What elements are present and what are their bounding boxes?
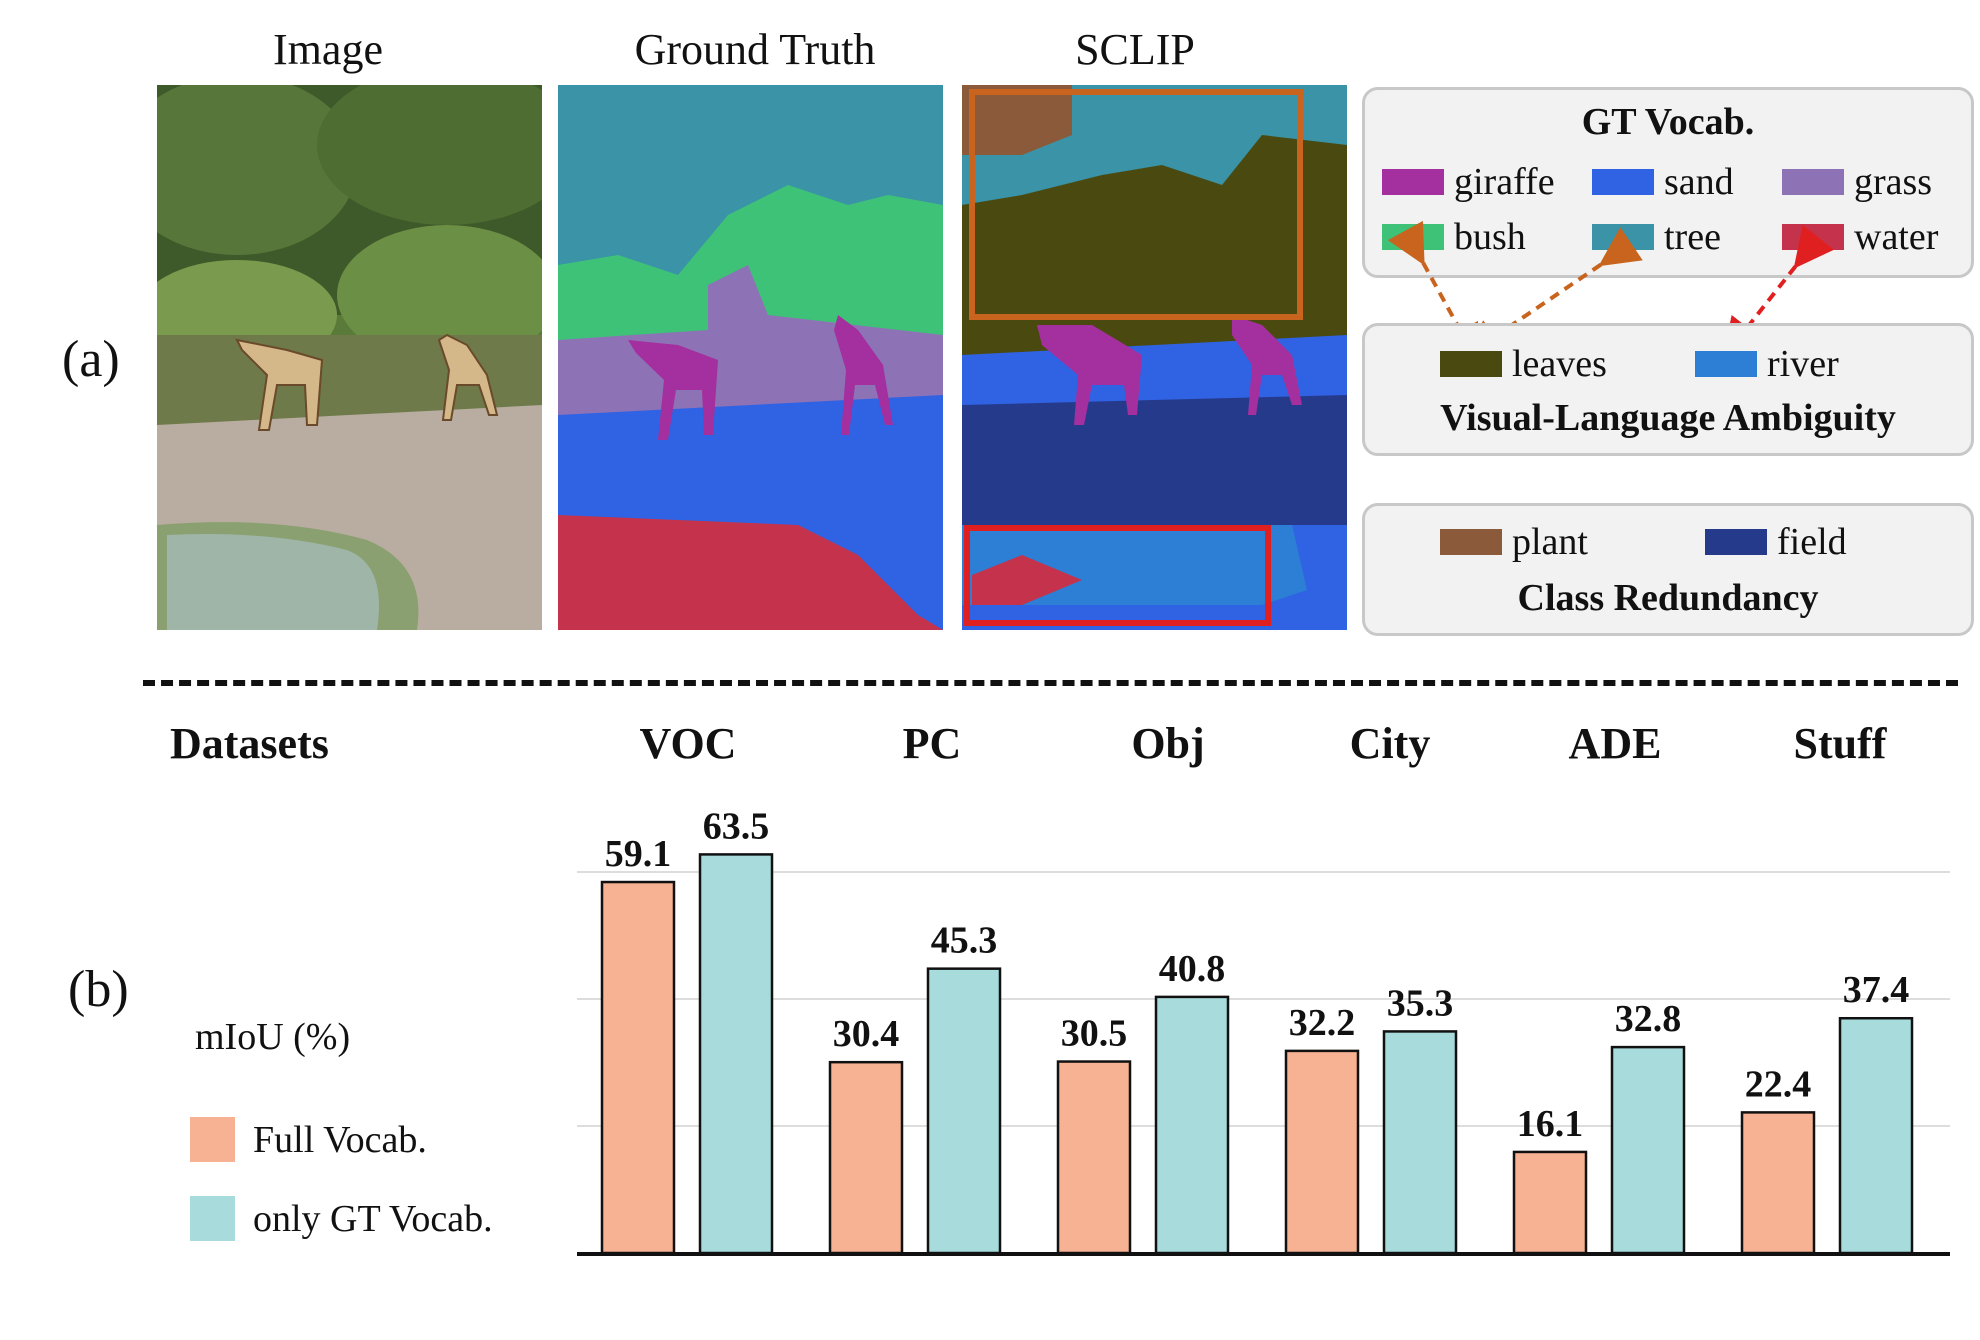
dataset-header-city: City [1349, 719, 1431, 768]
bar-city-full-vocab [1284, 1049, 1360, 1255]
legend-gt-vocab: only GT Vocab. [190, 1196, 493, 1241]
bar-value-label: 16.1 [1517, 1103, 1584, 1145]
sclip-segmentation [962, 85, 1347, 630]
gt-vocab-label: only GT Vocab. [253, 1197, 493, 1240]
giraffe-swatch [1382, 169, 1444, 195]
leaves-swatch [1440, 351, 1502, 377]
full-vocab-swatch [190, 1117, 235, 1162]
section-divider [143, 680, 1958, 686]
part-b-label: (b) [68, 961, 129, 1018]
image-panel-title: Image [273, 25, 383, 74]
plant-swatch [1440, 529, 1502, 555]
dataset-header-stuff: Stuff [1793, 719, 1887, 768]
bar-obj-full-vocab [1056, 1060, 1132, 1255]
bar-value-label: 45.3 [931, 920, 998, 962]
bar-value-label: 40.8 [1159, 948, 1226, 990]
bar-value-label: 59.1 [605, 833, 672, 875]
bar-ade-full-vocab [1512, 1150, 1588, 1255]
bar-value-label: 30.4 [833, 1013, 900, 1055]
gt-vocab-title: GT Vocab. [1581, 101, 1755, 143]
water-label: water [1854, 216, 1939, 258]
ground-truth-panel-title: Ground Truth [634, 25, 876, 74]
part-a-label: (a) [62, 331, 120, 388]
ambiguity-highlight-box [969, 89, 1303, 320]
bar-voc-full-vocab [600, 880, 676, 1255]
dataset-header-pc: PC [902, 719, 962, 768]
tree-label: tree [1664, 216, 1721, 258]
bar-value-label: 30.5 [1061, 1013, 1128, 1055]
bar-value-label: 63.5 [703, 805, 770, 847]
arrow-bush-leaves [1387, 220, 1480, 366]
bar-value-label: 22.4 [1745, 1063, 1812, 1105]
sclip-panel [962, 85, 1347, 630]
redundancy-highlight-box [964, 525, 1271, 626]
ground-truth-panel [558, 85, 943, 630]
giraffe-photo [157, 85, 542, 630]
bar-stuff-gt-vocab [1838, 1016, 1914, 1255]
legend-full-vocab: Full Vocab. [190, 1117, 427, 1162]
bar-pc-gt-vocab [926, 967, 1002, 1255]
dataset-header-obj: Obj [1131, 719, 1205, 768]
bar-obj-gt-vocab [1154, 995, 1230, 1255]
image-panel [157, 85, 542, 630]
datasets-header: Datasets [170, 719, 329, 768]
river-swatch [1695, 351, 1757, 377]
sand-label: sand [1664, 161, 1734, 203]
bar-value-label: 32.2 [1289, 1002, 1356, 1044]
arrow-water-river [1722, 224, 1835, 359]
bar-value-label: 37.4 [1843, 969, 1910, 1011]
legend-item-grass: grass [1782, 160, 1932, 204]
sand-swatch [1592, 169, 1654, 195]
field-label: field [1777, 521, 1847, 563]
dataset-header-voc: VOC [639, 719, 737, 768]
ambiguity-title: Visual-Language Ambiguity [1440, 397, 1896, 439]
plant-label: plant [1512, 521, 1588, 563]
legend-item-giraffe: giraffe [1382, 160, 1555, 204]
y-axis-label: mIoU (%) [195, 1016, 351, 1058]
ambiguity-box: leaves river Visual-Language Ambiguity [1362, 323, 1974, 456]
grass-swatch [1782, 169, 1844, 195]
grass-label: grass [1854, 161, 1933, 203]
legend-item-leaves: leaves [1440, 342, 1607, 386]
river-label: river [1767, 343, 1839, 385]
bar-value-label: 32.8 [1615, 998, 1682, 1040]
bar-ade-gt-vocab [1610, 1045, 1686, 1255]
field-swatch [1705, 529, 1767, 555]
leaves-label: leaves [1512, 343, 1607, 385]
bar-pc-full-vocab [828, 1060, 904, 1255]
bar-voc-gt-vocab [698, 853, 774, 1255]
full-vocab-label: Full Vocab. [253, 1118, 427, 1161]
redundancy-box: plant field Class Redundancy [1362, 503, 1974, 636]
legend-item-plant: plant [1440, 520, 1588, 564]
legend-item-field: field [1705, 520, 1847, 564]
bar-value-label: 35.3 [1387, 982, 1454, 1024]
gt-vocab-swatch [190, 1196, 235, 1241]
dataset-header-ade: ADE [1568, 719, 1662, 768]
bar-city-gt-vocab [1382, 1030, 1458, 1255]
bar-stuff-full-vocab [1740, 1111, 1816, 1255]
giraffe-label: giraffe [1454, 161, 1555, 203]
legend-item-river: river [1695, 342, 1839, 386]
ground-truth-segmentation [558, 85, 943, 630]
sclip-panel-title: SCLIP [1075, 25, 1195, 74]
legend-item-sand: sand [1592, 160, 1734, 204]
redundancy-title: Class Redundancy [1517, 577, 1819, 619]
